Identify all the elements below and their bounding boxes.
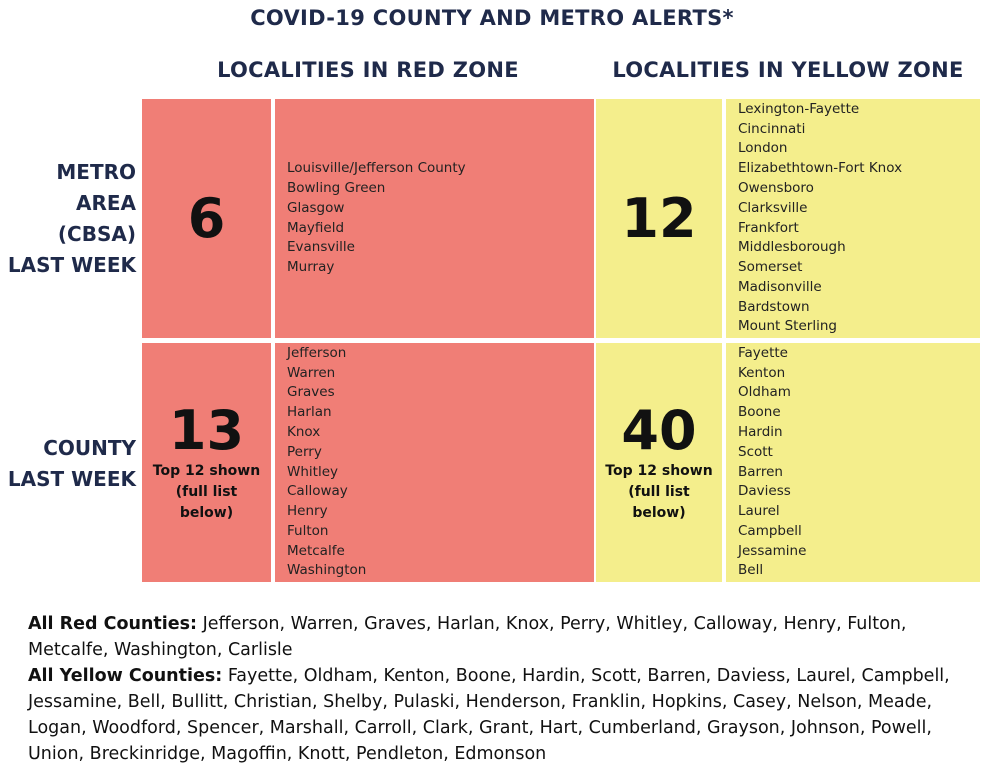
locality-item: Kenton <box>738 364 786 381</box>
locality-item: Calloway <box>287 483 348 500</box>
county-row-heading-line: LAST WEEK <box>7 467 136 491</box>
locality-item: Perry <box>287 443 322 460</box>
county-yellow-count: 40 <box>621 399 697 462</box>
county-yellow-list-cell: Fayette Kenton Oldham Boone Hardin Scott Barre… <box>726 343 980 582</box>
locality-item: Frankfort <box>738 219 799 236</box>
locality-item: Henry <box>287 503 328 520</box>
locality-item: Jefferson <box>287 344 347 361</box>
all-red-counties: All Red Counties: Jefferson, Warren, Gra… <box>28 611 974 663</box>
locality-item: Laurel <box>738 503 780 520</box>
locality-item: Elizabethtown-Fort Knox <box>738 160 903 177</box>
county-red-count-cell: 13 Top 12 shown (full list below) <box>142 343 271 582</box>
locality-item: Owensboro <box>738 179 814 196</box>
locality-item: Hardin <box>738 423 783 440</box>
locality-item: Fayette <box>738 344 788 361</box>
county-yellow-count-cell: 40 Top 12 shown (full list below) <box>596 343 722 582</box>
locality-item: Clarksville <box>738 199 808 216</box>
metro-red-list: Louisville/Jefferson County Bowling Green… <box>287 159 594 278</box>
county-row-heading-line: COUNTY <box>43 436 136 460</box>
county-row-heading: COUNTY LAST WEEK <box>8 433 136 495</box>
locality-item: Jessamine <box>738 542 807 559</box>
county-red-note: Top 12 shown (full list below) <box>153 461 260 524</box>
locality-item: Washington <box>287 562 367 579</box>
locality-item: Scott <box>738 443 773 460</box>
all-red-counties-label: All Red Counties: <box>28 614 198 634</box>
metro-yellow-list-cell: Lexington-Fayette Cincinnati London Elizabe… <box>726 99 980 338</box>
metro-row-heading: METRO AREA (CBSA) LAST WEEK <box>8 157 136 281</box>
county-yellow-note: Top 12 shown (full list below) <box>605 461 712 524</box>
locality-item: Warren <box>287 364 336 381</box>
locality-item: Whitley <box>287 463 338 480</box>
metro-row-heading-line: (CBSA) <box>57 222 136 246</box>
all-red-counties-text: Jefferson, Warren, Graves, Harlan, Knox,… <box>28 614 907 660</box>
county-red-list: Jefferson Warren Graves Harlan Knox Perry Whit… <box>287 344 594 582</box>
locality-item: Barren <box>738 463 783 480</box>
locality-item: Madisonville <box>738 278 822 295</box>
locality-item: Graves <box>287 384 335 401</box>
metro-red-list-cell: Louisville/Jefferson County Bowling Green… <box>275 99 594 338</box>
metro-yellow-count: 12 <box>621 186 697 250</box>
county-red-list-cell: Jefferson Warren Graves Harlan Knox Perry Whit… <box>275 343 594 582</box>
locality-item: Fulton <box>287 522 329 539</box>
all-yellow-counties-label: All Yellow Counties: <box>28 666 223 686</box>
county-yellow-note-line: below) <box>632 505 686 521</box>
metro-yellow-list: Lexington-Fayette Cincinnati London Elizabe… <box>738 100 980 338</box>
full-county-lists: All Red Counties: Jefferson, Warren, Gra… <box>28 611 974 767</box>
red-zone-heading: LOCALITIES IN RED ZONE <box>217 58 519 82</box>
locality-item: Cincinnati <box>738 120 806 137</box>
locality-item: Mount Sterling <box>738 318 837 335</box>
locality-item: Evansville <box>287 239 355 256</box>
county-yellow-note-line: (full list <box>628 484 690 500</box>
locality-item: Murray <box>287 259 335 276</box>
locality-item: Louisville/Jefferson County <box>287 160 466 177</box>
metro-yellow-count-cell: 12 <box>596 99 722 338</box>
locality-item: Lexington-Fayette <box>738 100 860 117</box>
metro-red-count-cell: 6 <box>142 99 271 338</box>
locality-item: Bardstown <box>738 298 810 315</box>
locality-item: Boone <box>738 404 781 421</box>
locality-item: Middlesborough <box>738 239 846 256</box>
locality-item: Somerset <box>738 259 803 276</box>
page-title: COVID-19 COUNTY AND METRO ALERTS* <box>250 6 734 30</box>
metro-row-heading-line: LAST WEEK <box>7 253 136 277</box>
metro-row-heading-line: AREA <box>75 191 136 215</box>
metro-red-count: 6 <box>187 186 226 250</box>
county-red-note-line: Top 12 shown <box>152 463 261 479</box>
locality-item: London <box>738 140 788 157</box>
locality-item: Harlan <box>287 404 332 421</box>
yellow-zone-heading: LOCALITIES IN YELLOW ZONE <box>612 58 964 82</box>
metro-row-heading-line: METRO <box>56 160 136 184</box>
locality-item: Bowling Green <box>287 179 386 196</box>
county-yellow-list: Fayette Kenton Oldham Boone Hardin Scott Barre… <box>738 344 980 582</box>
locality-item: Knox <box>287 423 321 440</box>
locality-item: Metcalfe <box>287 542 345 559</box>
county-yellow-note-line: Top 12 shown <box>605 463 713 479</box>
county-red-note-line: below) <box>179 505 234 521</box>
locality-item: Campbell <box>738 522 802 539</box>
all-yellow-counties-text: Fayette, Oldham, Kenton, Boone, Hardin, … <box>28 666 950 764</box>
locality-item: Glasgow <box>287 199 345 216</box>
locality-item: Oldham <box>738 384 791 401</box>
locality-item: Mayfield <box>287 219 345 236</box>
county-red-count: 13 <box>168 399 245 462</box>
county-red-note-line: (full list <box>175 484 238 500</box>
locality-item: Daviess <box>738 483 791 500</box>
all-yellow-counties: All Yellow Counties: Fayette, Oldham, Ke… <box>28 663 974 767</box>
locality-item: Bell <box>738 562 764 579</box>
